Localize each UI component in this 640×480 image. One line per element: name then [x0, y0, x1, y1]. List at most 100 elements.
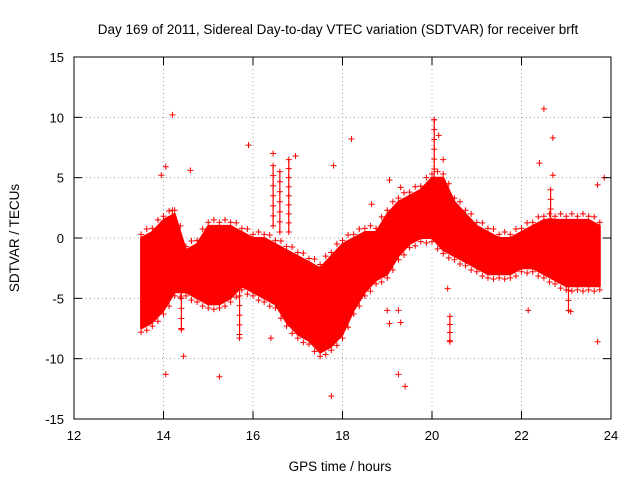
data-point — [547, 235, 554, 241]
data-point — [431, 175, 438, 182]
data-point — [412, 183, 419, 190]
data-point — [378, 279, 385, 286]
data-point — [255, 228, 262, 235]
data-point — [233, 219, 240, 226]
data-point — [339, 237, 346, 244]
axis-ticks — [73, 56, 612, 420]
data-point — [143, 327, 150, 334]
data-point — [386, 177, 393, 184]
data-point — [166, 207, 173, 214]
data-point — [546, 210, 553, 217]
data-point — [276, 208, 283, 215]
y-tick-label: -15 — [45, 412, 64, 427]
data-point — [512, 225, 519, 232]
data-point — [244, 225, 251, 232]
data-point — [178, 285, 185, 292]
y-tick-labels: -15 -10 -5 0 5 10 15 — [45, 50, 64, 427]
data-point — [501, 276, 508, 283]
data-point — [367, 222, 374, 229]
y-tick-label: 0 — [57, 231, 64, 246]
data-point — [169, 228, 176, 235]
data-point — [356, 303, 363, 310]
data-point — [549, 134, 556, 141]
data-point — [431, 195, 438, 202]
data-point — [216, 219, 223, 226]
x-tick-label: 12 — [67, 428, 81, 443]
data-point — [160, 213, 167, 220]
data-point — [361, 225, 368, 232]
data-point — [395, 371, 402, 378]
data-point — [529, 268, 536, 275]
data-point — [270, 150, 277, 157]
data-point — [445, 180, 452, 187]
data-point — [473, 219, 480, 226]
data-point — [423, 239, 430, 246]
data-point — [199, 303, 206, 310]
data-point — [238, 225, 245, 232]
data-point — [276, 168, 283, 175]
data-point — [431, 205, 438, 212]
data-point — [547, 186, 554, 193]
data-point — [389, 198, 396, 205]
data-point — [440, 156, 447, 163]
data-point — [451, 195, 458, 202]
data-point — [187, 167, 194, 174]
data-point — [373, 225, 380, 232]
data-point — [384, 307, 391, 314]
data-point — [283, 323, 290, 330]
data-point — [591, 288, 598, 295]
data-point — [345, 324, 352, 331]
data-point — [270, 202, 277, 209]
data-point — [431, 235, 438, 241]
data-point — [294, 335, 301, 342]
data-point — [162, 371, 169, 378]
data-point — [276, 228, 283, 235]
data-point — [276, 178, 283, 185]
data-point — [171, 207, 178, 214]
data-point — [518, 268, 525, 275]
data-point — [529, 219, 536, 226]
data-point — [285, 165, 292, 172]
data-point — [445, 254, 452, 261]
data-point — [468, 210, 475, 217]
data-point — [222, 303, 229, 310]
data-point — [236, 335, 243, 342]
data-point — [468, 266, 475, 273]
data-point — [276, 218, 283, 225]
data-point — [417, 238, 424, 245]
data-point — [431, 225, 438, 232]
data-point — [294, 249, 301, 256]
data-band — [140, 176, 601, 354]
data-point — [547, 206, 554, 213]
data-point — [169, 111, 176, 118]
data-point — [535, 213, 542, 220]
data-point — [277, 315, 284, 322]
data-point — [446, 338, 453, 345]
data-point — [300, 339, 307, 346]
data-point — [473, 268, 480, 275]
data-point — [384, 274, 391, 281]
data-point — [289, 330, 296, 337]
data-point — [574, 213, 581, 220]
data-point — [429, 238, 435, 245]
data-point — [431, 126, 438, 133]
data-point — [300, 250, 307, 257]
data-point — [188, 297, 195, 304]
data-point — [386, 320, 393, 327]
data-point — [361, 292, 368, 299]
data-point — [507, 274, 514, 281]
data-point — [255, 297, 262, 304]
data-point — [535, 273, 542, 280]
data-point — [401, 189, 408, 196]
x-tick-label: 24 — [604, 428, 618, 443]
data-point — [250, 231, 256, 238]
data-point — [580, 210, 587, 217]
y-axis-label: SDTVAR / TECUs — [7, 184, 22, 293]
data-point — [272, 237, 279, 244]
data-point — [546, 279, 553, 286]
data-point — [178, 315, 185, 322]
data-point — [245, 142, 252, 149]
data-point — [490, 225, 497, 232]
data-point — [270, 222, 277, 229]
data-point — [266, 303, 273, 310]
